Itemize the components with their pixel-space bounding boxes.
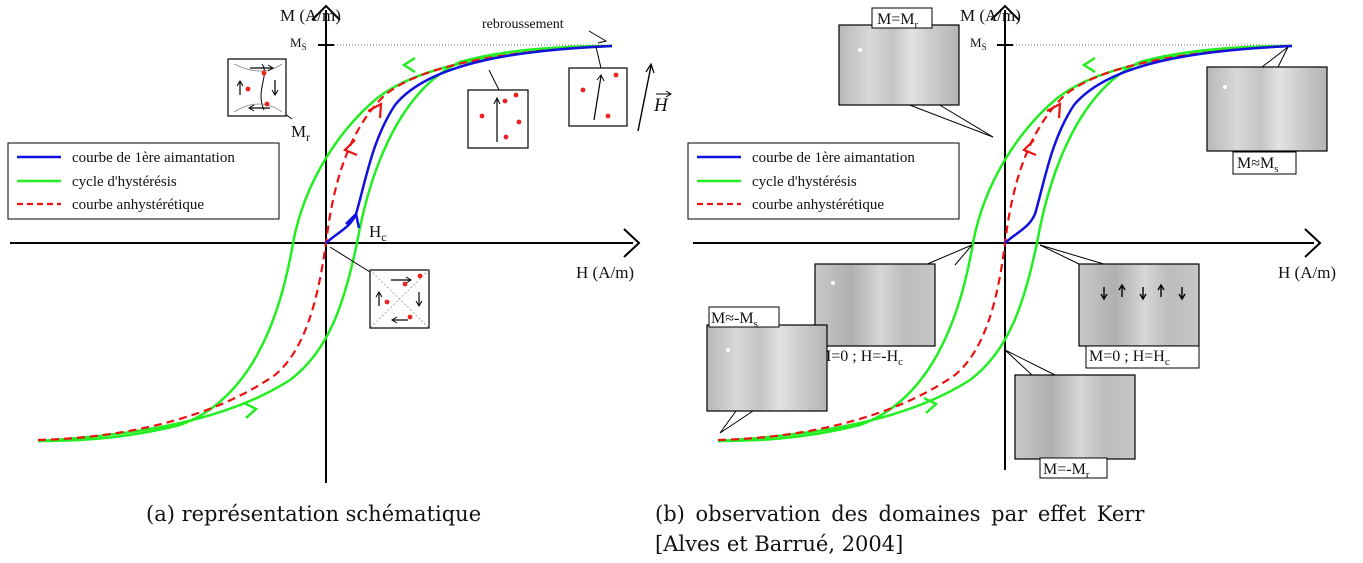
right-hysteresis-lower	[717, 44, 1293, 443]
left-rebroussement-label: rebroussement	[482, 17, 564, 32]
left-legend-first-magnetization: courbe de 1ère aimantation	[72, 150, 235, 166]
right-y-axis-arrow	[990, 4, 1020, 21]
left-anhysteretic-arrow-down	[343, 139, 358, 157]
left-domain-box-saturation	[568, 67, 628, 127]
right-kerr-image-coercive-positive: M=0 ; H=Hc	[1078, 263, 1200, 369]
left-ms-label: MS	[290, 35, 307, 52]
left-hysteresis-arrow-top	[401, 56, 416, 74]
left-y-axis-label: M (A/m)	[280, 6, 341, 25]
left-field-label: H	[653, 95, 669, 116]
right-x-axis-label: H (A/m)	[1278, 263, 1336, 282]
right-anhysteretic-arrow-down	[1022, 139, 1037, 157]
right-kerr-image-remanence: M=Mr	[838, 7, 960, 106]
right-label-m0-h-hc: M=0 ; H=Hc	[1089, 348, 1170, 368]
left-y-axis-arrow	[311, 4, 341, 21]
right-caption-line2: [Alves et Barrué, 2004]	[655, 532, 904, 556]
left-legend-anhysteretic: courbe anhystérétique	[72, 197, 204, 213]
left-domain-box-demagnetized	[369, 269, 430, 329]
left-first-magnetization-arrow	[345, 211, 361, 229]
right-ms-label: MS	[970, 35, 987, 52]
right-label-m-eq-neg-mr: M=-Mr	[1043, 461, 1090, 481]
left-x-axis-arrow	[623, 228, 641, 258]
right-legend-first-magnetization: courbe de 1ère aimantation	[752, 150, 915, 166]
right-label-m0-h-neg-hc: M=0 ; H=-Hc	[817, 348, 903, 368]
left-hysteresis-upper	[37, 44, 613, 443]
right-label-m-eq-mr: M=Mr	[877, 11, 918, 31]
left-hysteresis-lower	[37, 44, 613, 443]
right-domain-arrows	[1100, 283, 1186, 301]
left-mr-label: Mr	[291, 122, 310, 144]
left-caption: (a) représentation schématique	[146, 502, 482, 526]
right-legend-anhysteretic: courbe anhystérétique	[752, 197, 884, 213]
right-kerr-image-neg-remanence: M=-Mr	[1014, 374, 1136, 481]
right-caption-line1: (b) observation des domaines par effet K…	[655, 502, 1145, 526]
right-label-m-approx-neg-ms: M≈-Ms	[711, 310, 758, 330]
left-hc-label: Hc	[369, 222, 387, 244]
left-legend-hysteresis: cycle d'hystérésis	[72, 174, 177, 190]
right-y-axis-label: M (A/m)	[960, 6, 1021, 25]
right-hysteresis-arrow-top	[1081, 56, 1096, 74]
right-anhysteretic-arrow-up	[1046, 102, 1062, 119]
left-domain-box-remanence	[227, 58, 287, 117]
right-kerr-image-neg-saturation: M≈-Ms	[706, 306, 828, 412]
left-panel: M (A/m) H (A/m) MS Mr Hc rebroussement	[7, 4, 672, 483]
right-first-magnetization-curve	[1004, 44, 1293, 244]
right-hysteresis-upper	[717, 44, 1293, 443]
right-hysteresis-arrow-bottom	[923, 396, 939, 414]
left-domain-box-saturating	[467, 89, 529, 149]
right-kerr-image-saturation: M≈Ms	[1206, 66, 1328, 175]
right-legend-hysteresis: cycle d'hystérésis	[752, 174, 857, 190]
left-first-magnetization-curve	[325, 44, 613, 244]
left-field-vector	[637, 65, 652, 132]
left-rebroussement-arrow	[588, 30, 608, 44]
right-kerr-image-coercive-negative: M=0 ; H=-Hc	[814, 263, 936, 368]
left-hysteresis-arrow-bottom	[243, 401, 259, 419]
left-legend: courbe de 1ère aimantation cycle d'hysté…	[7, 142, 280, 220]
right-label-m-approx-ms: M≈Ms	[1237, 155, 1279, 175]
right-legend: courbe de 1ère aimantation cycle d'hysté…	[687, 142, 960, 220]
right-panel: M (A/m) H (A/m) MS M=Mr M≈Ms M=0 ; H=-Hc	[687, 4, 1336, 481]
left-x-axis-label: H (A/m)	[576, 263, 634, 282]
left-anhysteretic-arrow-up	[367, 102, 383, 119]
right-x-axis-arrow	[1304, 228, 1322, 258]
